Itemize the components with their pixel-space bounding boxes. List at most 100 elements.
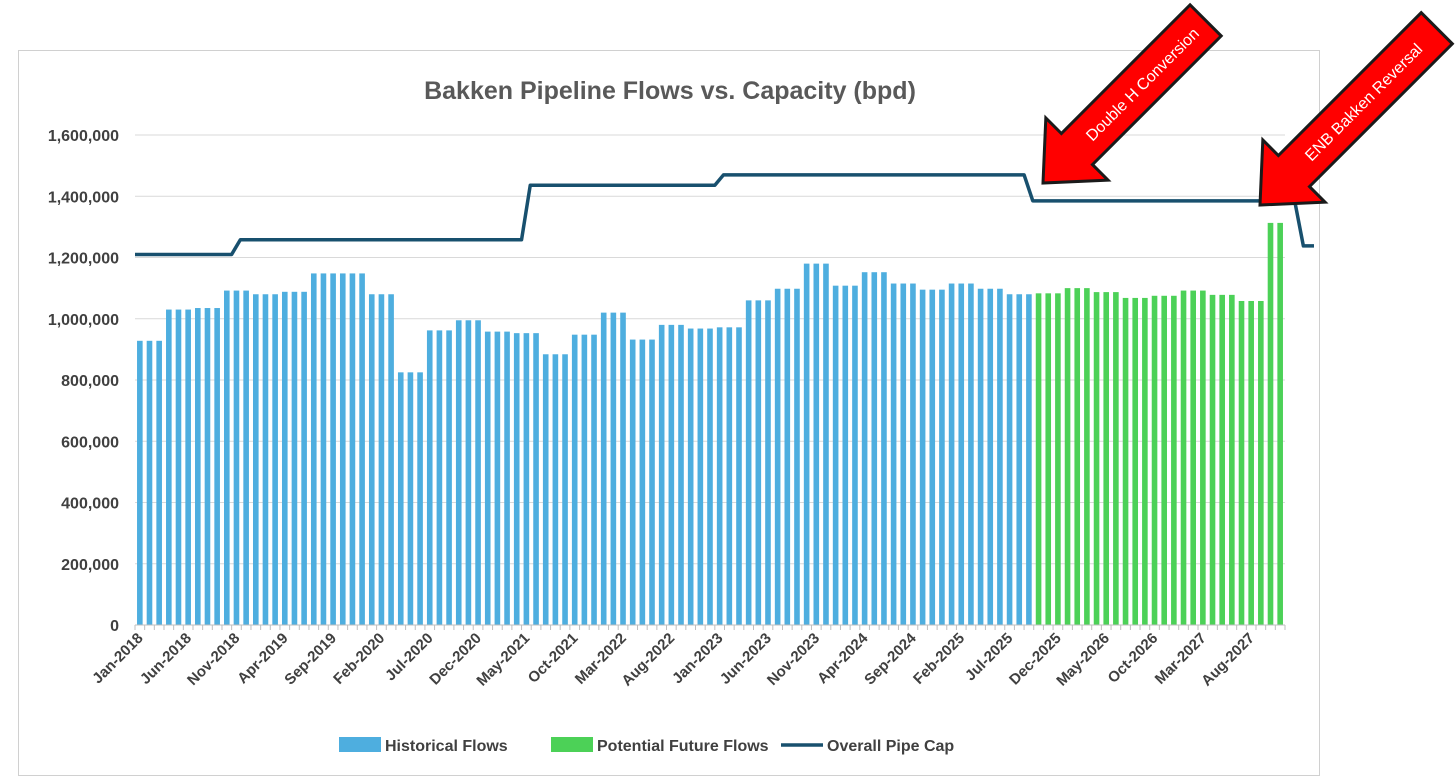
historical-flow-bar	[890, 283, 897, 625]
historical-flow-bar	[774, 288, 781, 625]
historical-flow-bar	[939, 289, 945, 625]
future-flow-bar	[1142, 297, 1148, 625]
y-tick-label: 800,000	[61, 373, 119, 390]
future-flow-bar	[1132, 297, 1139, 625]
future-flow-bar	[1161, 295, 1168, 625]
historical-flow-bar	[716, 327, 723, 625]
x-tick-label: Sep-2024	[861, 629, 920, 688]
historical-flow-bar	[562, 354, 568, 625]
historical-flow-bar	[600, 312, 607, 625]
legend: Historical Flows Potential Future Flows Ov…	[339, 737, 954, 755]
historical-flow-bar	[262, 294, 269, 625]
overall-pipe-cap-line	[135, 173, 1314, 257]
historical-flow-bar	[156, 340, 162, 625]
historical-flow-bar	[794, 288, 800, 625]
x-axis: Jan-2018Jun-2018Nov-2018Apr-2019Sep-2019…	[89, 624, 1286, 690]
future-flow-bar	[1055, 293, 1061, 625]
historical-flow-bar	[417, 372, 423, 625]
historical-flow-bar	[475, 320, 481, 625]
historical-flow-bar	[552, 354, 559, 625]
historical-flow-bar	[813, 263, 820, 625]
historical-flow-bar	[620, 312, 626, 625]
historical-flow-bar	[948, 283, 955, 625]
historical-flow-bar	[784, 288, 791, 625]
historical-flow-bar	[649, 339, 655, 625]
historical-flow-bar	[426, 330, 433, 625]
chart-canvas: Bakken Pipeline Flows vs. Capacity (bpd)…	[48, 77, 1314, 755]
historical-flow-bar	[736, 327, 742, 625]
historical-flow-bar	[137, 340, 143, 625]
historical-flow-bar	[658, 324, 665, 625]
future-flow-bar	[1248, 300, 1254, 625]
bar-series	[137, 222, 1283, 626]
historical-flow-bar	[513, 333, 520, 625]
legend-label: Historical Flows	[385, 738, 508, 755]
historical-flow-bar	[871, 272, 878, 625]
historical-flow-bar	[852, 285, 858, 625]
legend-swatch	[339, 737, 381, 752]
future-flow-bar	[1229, 294, 1235, 625]
historical-flow-bar	[1006, 294, 1013, 625]
historical-flow-bar	[803, 263, 810, 625]
historical-flow-bar	[388, 294, 394, 625]
chart-frame: Bakken Pipeline Flows vs. Capacity (bpd)…	[18, 50, 1320, 776]
historical-flow-bar	[968, 283, 974, 625]
legend-historical-flows: Historical Flows	[339, 737, 508, 755]
y-axis: 0 200,000 400,000 600,000 800,000 1,000,000 1,…	[48, 128, 119, 635]
x-tick-label: Jan-2018	[89, 630, 146, 687]
future-flow-bar	[1074, 288, 1081, 625]
y-tick-label: 1,400,000	[48, 189, 119, 206]
y-tick-label: 1,000,000	[48, 312, 119, 329]
historical-flow-bar	[910, 283, 916, 625]
historical-flow-bar	[1016, 294, 1023, 625]
future-flow-bar	[1045, 293, 1052, 625]
capacity-line-group	[135, 173, 1314, 257]
historical-flow-bar	[707, 328, 713, 625]
historical-flow-bar	[832, 285, 839, 625]
historical-flow-bar	[697, 328, 704, 625]
historical-flow-bar	[397, 372, 404, 625]
historical-flow-bar	[204, 308, 211, 625]
x-tick-label: May-2026	[1053, 630, 1113, 690]
future-flow-bar	[1219, 294, 1225, 625]
historical-flow-bar	[765, 300, 771, 625]
historical-flow-bar	[629, 339, 636, 625]
historical-flow-bar	[533, 333, 539, 625]
x-tick-label: May-2021	[473, 630, 533, 690]
historical-flow-bar	[146, 340, 153, 625]
historical-flow-bar	[272, 294, 278, 625]
future-flow-bar	[1171, 295, 1177, 625]
historical-flow-bar	[185, 309, 191, 625]
historical-flow-bar	[861, 272, 868, 625]
x-tick-label: Nov-2018	[184, 630, 243, 689]
historical-flow-bar	[668, 324, 675, 625]
historical-flow-bar	[494, 331, 501, 625]
x-tick-label: Feb-2020	[330, 630, 388, 688]
legend-potential-future-flows: Potential Future Flows	[551, 737, 769, 755]
future-flow-bar	[1277, 222, 1283, 626]
future-flow-bar	[1258, 300, 1264, 625]
historical-flow-bar	[224, 290, 230, 625]
y-tick-label: 600,000	[61, 434, 119, 451]
historical-flow-bar	[900, 283, 907, 625]
x-tick-label: Feb-2025	[910, 630, 968, 688]
future-flow-bar	[1035, 293, 1042, 625]
future-flow-bar	[1093, 292, 1100, 625]
historical-flow-bar	[726, 327, 733, 625]
legend-label: Overall Pipe Cap	[827, 738, 954, 755]
historical-flow-bar	[484, 331, 491, 625]
legend-swatch	[551, 737, 593, 752]
historical-flow-bar	[987, 288, 994, 625]
x-tick-label: Aug-2027	[1198, 630, 1258, 690]
historical-flow-bar	[310, 273, 317, 625]
historical-flow-bar	[233, 290, 240, 625]
historical-flow-bar	[359, 273, 365, 625]
future-flow-bar	[1209, 294, 1216, 625]
future-flow-bar	[1084, 288, 1090, 625]
historical-flow-bar	[687, 328, 694, 625]
historical-flow-bar	[571, 334, 578, 625]
legend-label: Potential Future Flows	[597, 738, 769, 755]
historical-flow-bar	[1026, 294, 1032, 625]
historical-flow-bar	[591, 334, 597, 625]
x-tick-label: Jan-2023	[669, 630, 726, 687]
